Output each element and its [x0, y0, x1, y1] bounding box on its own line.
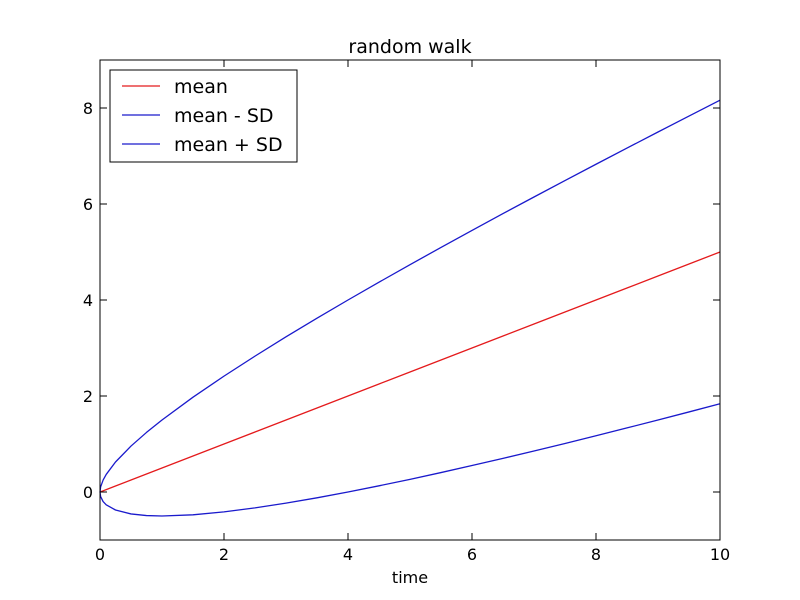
legend-label-mean-minus-sd: mean - SD	[174, 105, 274, 127]
series-line-2	[99, 99, 721, 493]
x-tick-label: 6	[467, 545, 477, 564]
x-tick-label: 8	[591, 545, 601, 564]
x-tick-label: 0	[95, 545, 105, 564]
x-axis-label: time	[392, 568, 428, 587]
y-tick-label: 4	[83, 291, 93, 310]
ticks-layer: 0 2 4 6 8 10 0 2 4 6 8	[83, 60, 730, 564]
series-line-0	[99, 251, 721, 493]
legend-label-mean: mean	[174, 76, 228, 98]
series-layer	[99, 99, 721, 517]
x-tick-label: 10	[710, 545, 730, 564]
x-tick-label: 2	[219, 545, 229, 564]
y-tick-label: 6	[83, 195, 93, 214]
y-tick-label: 2	[83, 387, 93, 406]
y-tick-label: 8	[83, 99, 93, 118]
plot-frame	[99, 59, 721, 541]
chart-title: random walk	[348, 36, 471, 58]
y-tick-label: 0	[83, 483, 93, 502]
legend-label-mean-plus-sd: mean + SD	[174, 134, 283, 156]
series-line-1	[99, 403, 721, 517]
legend-box	[109, 69, 298, 163]
x-tick-label: 4	[343, 545, 353, 564]
legend: mean mean - SD mean + SD	[109, 69, 298, 163]
